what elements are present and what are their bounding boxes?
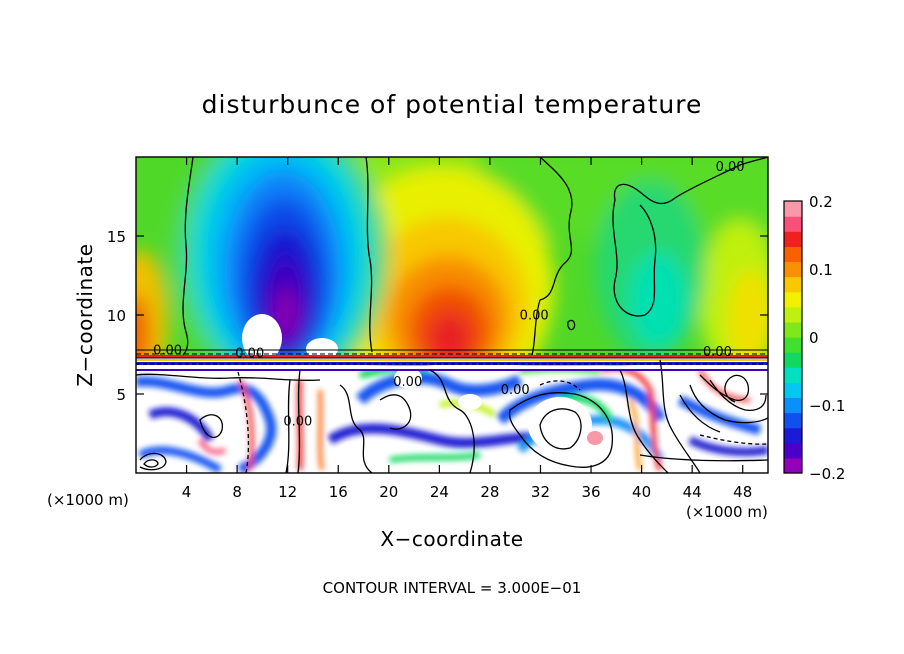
contour-label-5: 0.00 <box>393 375 422 390</box>
x-axis-label: X−coordinate <box>380 527 523 551</box>
colorbar-swatch-11 <box>784 291 802 308</box>
x-tick-label-10: 44 <box>683 483 702 501</box>
x-tick-label-0: 4 <box>182 483 192 501</box>
x-tick-label-7: 32 <box>531 483 550 501</box>
x-tick-label-6: 28 <box>480 483 499 501</box>
colorbar-tick-label-4: −0.2 <box>809 465 845 483</box>
contour-label-0: 0.00 <box>716 160 745 175</box>
colorbar-swatch-6 <box>784 367 802 383</box>
x-unit-right: (×1000 m) <box>686 503 768 521</box>
contour-labels: 0.00 0.00 0.00 0.00 0.00 0.00 0.00 0.00 <box>153 160 744 429</box>
colorbar-swatch-17 <box>784 201 802 217</box>
colorbar-swatch-7 <box>784 352 802 368</box>
colorbar-tick-label-0: 0.2 <box>809 193 833 211</box>
y-tick-label-1: 10 <box>107 307 126 325</box>
contour-label-3: 0.00 <box>520 309 549 324</box>
x-tick-label-2: 12 <box>278 483 297 501</box>
y-tick-label-2: 15 <box>107 228 126 246</box>
colorbar-swatch-8 <box>784 337 802 353</box>
colorbar-swatch-12 <box>784 276 802 293</box>
colorbar-swatch-1 <box>784 442 802 459</box>
colorbar-swatch-10 <box>784 306 802 323</box>
contour-label-1: 0.00 <box>153 344 182 359</box>
x-axis: 4 8 12 16 20 24 28 32 36 40 44 48 <box>182 157 752 501</box>
colorbar-swatch-13 <box>784 261 802 278</box>
y-axis: 5 10 15 <box>107 228 768 404</box>
x-tick-label-3: 16 <box>329 483 348 501</box>
colorbar-swatch-0 <box>784 457 802 474</box>
colorbar-swatch-9 <box>784 321 802 338</box>
colorbar-swatch-3 <box>784 412 802 429</box>
contour-label-2: 0.00 <box>235 347 264 362</box>
contour-label-7: 0.00 <box>283 415 312 430</box>
colorbar-tick-label-2: 0 <box>809 329 819 347</box>
colorbar-swatch-16 <box>784 216 802 232</box>
y-axis-label: Z−coordinate <box>73 243 97 386</box>
contour-lines <box>136 157 768 473</box>
contour-label-6: 0.00 <box>501 383 530 398</box>
x-tick-label-5: 24 <box>430 483 449 501</box>
colorbar-tick-label-3: −0.1 <box>809 397 845 415</box>
colorbar-frame <box>783 200 803 474</box>
colorbar-swatch-4 <box>784 397 802 414</box>
y-tick-label-0: 5 <box>116 386 126 404</box>
chart-title: disturbunce of potential temperature <box>202 90 703 119</box>
colorbar-swatch-14 <box>784 246 802 263</box>
colorbar-swatch-5 <box>784 382 802 399</box>
x-tick-label-1: 8 <box>232 483 242 501</box>
x-unit-left: (×1000 m) <box>47 491 129 509</box>
contour-label-4: 0.00 <box>703 345 732 360</box>
x-tick-label-9: 40 <box>632 483 651 501</box>
x-tick-label-8: 36 <box>581 483 600 501</box>
x-tick-label-11: 48 <box>733 483 752 501</box>
colorbar-swatch-15 <box>784 231 802 247</box>
x-tick-label-4: 20 <box>379 483 398 501</box>
contour-interval-note: CONTOUR INTERVAL = 3.000E−01 <box>323 579 582 597</box>
heatmap-field <box>136 157 768 473</box>
colorbar: 0.2 0.1 0 −0.1 −0.2 <box>783 193 845 483</box>
colorbar-swatch-2 <box>784 427 802 444</box>
colorbar-tick-label-1: 0.1 <box>809 261 833 279</box>
